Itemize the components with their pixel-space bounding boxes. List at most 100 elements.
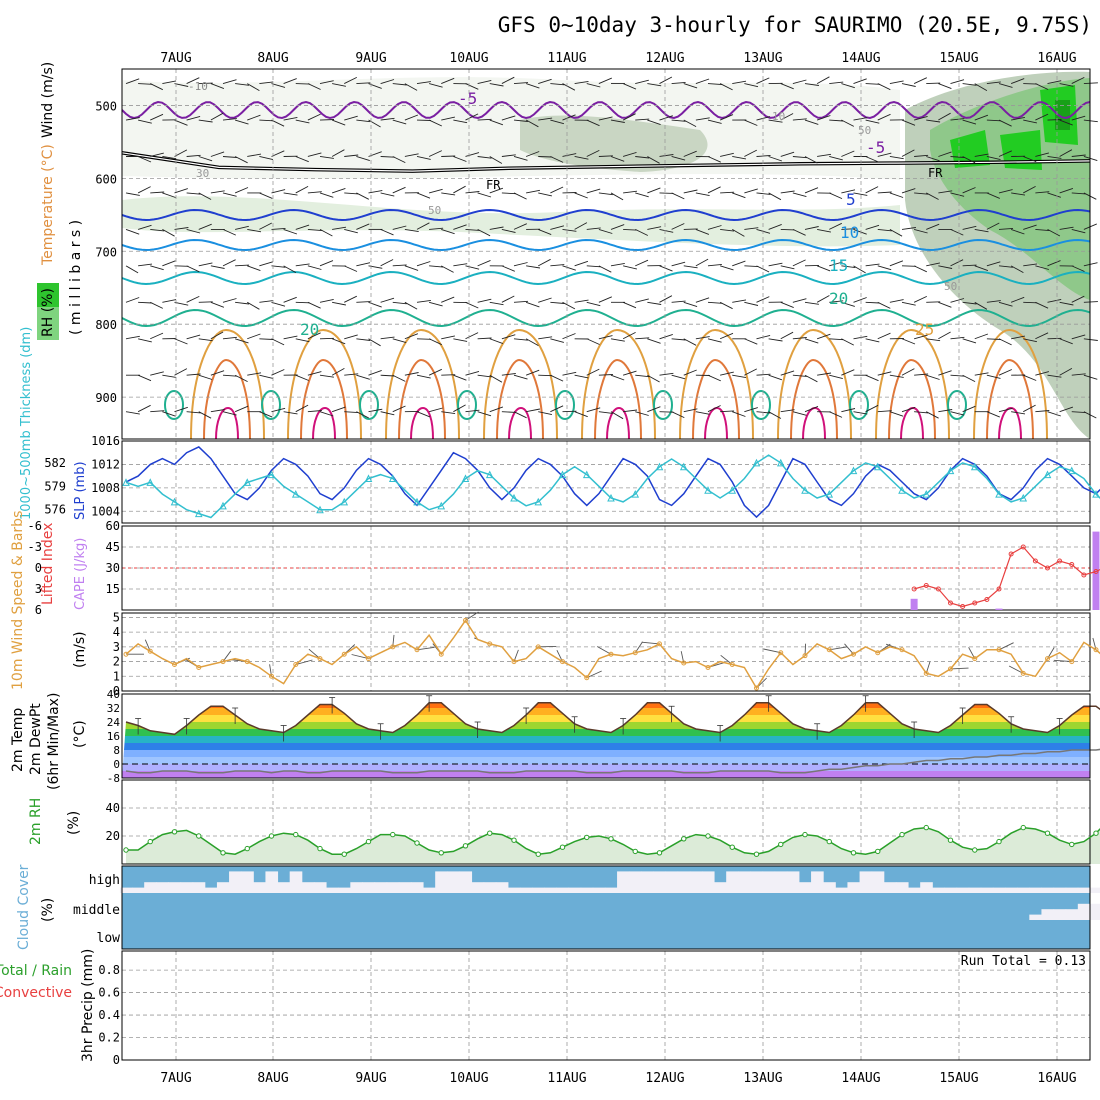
wind-barb <box>501 154 516 157</box>
hot-contour <box>410 406 434 440</box>
wind-barb <box>162 374 177 378</box>
high-cloud-bar <box>774 871 788 893</box>
wind-barb <box>234 119 249 125</box>
wind-barb <box>234 156 248 164</box>
wind-barb <box>1059 119 1073 126</box>
wind-barb <box>137 186 151 194</box>
wind-barb <box>926 192 939 200</box>
wind-barb <box>974 333 989 340</box>
wind-barb <box>841 119 855 127</box>
wind-barb <box>562 333 576 340</box>
wind-barb <box>586 670 602 679</box>
wind-barb <box>720 371 734 376</box>
wind-barb <box>344 115 358 121</box>
tick-label: 600 <box>95 172 117 186</box>
wind-barb <box>477 374 492 378</box>
wind-barb <box>416 299 431 303</box>
wind-barb <box>998 642 1014 651</box>
isotherm-contour <box>261 390 281 420</box>
wind-barb <box>829 222 842 230</box>
wind-barb <box>404 372 419 376</box>
wind-barb <box>235 225 249 230</box>
wind-barb <box>368 190 383 194</box>
wind-barb <box>526 189 540 194</box>
wind-barb <box>950 667 969 670</box>
wind-barb <box>1059 338 1073 345</box>
precip-legend-total: Total / Rain <box>0 963 72 979</box>
wind-barb <box>404 153 419 157</box>
high-cloud-bar <box>386 882 400 893</box>
tick-label: -8 <box>107 772 120 785</box>
wind-barb <box>586 338 600 345</box>
wind-barb <box>986 156 1001 161</box>
wind-barb <box>1083 374 1098 380</box>
isotherm-contour <box>555 390 575 420</box>
wind-barb <box>380 259 394 267</box>
wind-barb <box>1010 228 1025 235</box>
li-marker <box>1093 569 1099 574</box>
tick-label: 579 <box>44 479 66 493</box>
wind-barb <box>817 228 831 233</box>
wind-marker <box>390 644 396 650</box>
wind-barb <box>186 115 201 121</box>
warm-contour <box>203 358 251 440</box>
wind-barb <box>174 227 189 230</box>
wind-barb <box>538 297 552 303</box>
wind-barb <box>950 228 964 236</box>
wind-barb <box>1059 187 1074 194</box>
wind-barb <box>271 301 286 307</box>
wind-barb <box>938 83 952 90</box>
hot-contour <box>312 406 336 440</box>
wind-barb <box>1059 406 1074 413</box>
rh-marker <box>778 841 784 848</box>
wind-barb <box>332 83 346 87</box>
high-cloud-bar <box>726 871 739 893</box>
wind-barb <box>538 78 552 85</box>
tick-label: 8 <box>113 744 120 757</box>
wind-barb <box>1035 228 1050 232</box>
tick-label: 0 <box>113 684 120 698</box>
wind-barb <box>926 119 941 123</box>
wind-barb <box>853 297 867 303</box>
wind-barb <box>429 227 444 230</box>
high-cloud-bar <box>532 887 545 893</box>
wind-barb <box>416 222 430 230</box>
wind-barb <box>695 411 710 415</box>
wind-barb <box>259 411 273 418</box>
rh-marker <box>365 838 372 845</box>
thickness-marker <box>316 505 324 514</box>
li-marker <box>935 586 941 592</box>
wind-barb <box>562 301 576 310</box>
rh-marker <box>123 847 129 853</box>
warm-contour <box>594 358 642 440</box>
tick-label: 60 <box>106 519 120 533</box>
wind-barb <box>1035 191 1050 194</box>
wind-barb <box>137 404 151 413</box>
wind-barb <box>586 149 600 157</box>
wind-barb <box>1010 78 1025 85</box>
high-cloud-bar <box>362 882 376 893</box>
wind-barb <box>610 119 625 123</box>
wind-barb <box>596 646 612 655</box>
high-cloud-bar <box>859 871 873 893</box>
run-total: Run Total = 0.13 <box>961 954 1086 969</box>
dewpt2m-label: 2m DewPt <box>28 703 44 775</box>
high-cloud-bar <box>968 887 982 893</box>
wind-barb <box>901 83 916 87</box>
wind-barb <box>623 190 638 194</box>
wind-marker <box>123 651 129 657</box>
cloud-unit: (%) <box>40 898 56 922</box>
wind-barb <box>720 410 735 413</box>
wind-barb <box>1011 411 1026 415</box>
wind-barb <box>865 83 880 85</box>
wind-barb <box>1047 156 1062 159</box>
slp-thickness-panel: 1004 1008 1012 1016 576 579 582 1000~500mb Thi… <box>19 327 1100 524</box>
isotherm-contour <box>164 390 184 420</box>
wind-barb <box>732 80 747 85</box>
wind-barb <box>416 338 432 340</box>
thickness-marker <box>970 462 979 471</box>
wind-barb <box>307 301 321 309</box>
wind-barb <box>610 224 625 230</box>
wind-barb <box>998 83 1013 88</box>
wind-barb <box>732 374 747 379</box>
